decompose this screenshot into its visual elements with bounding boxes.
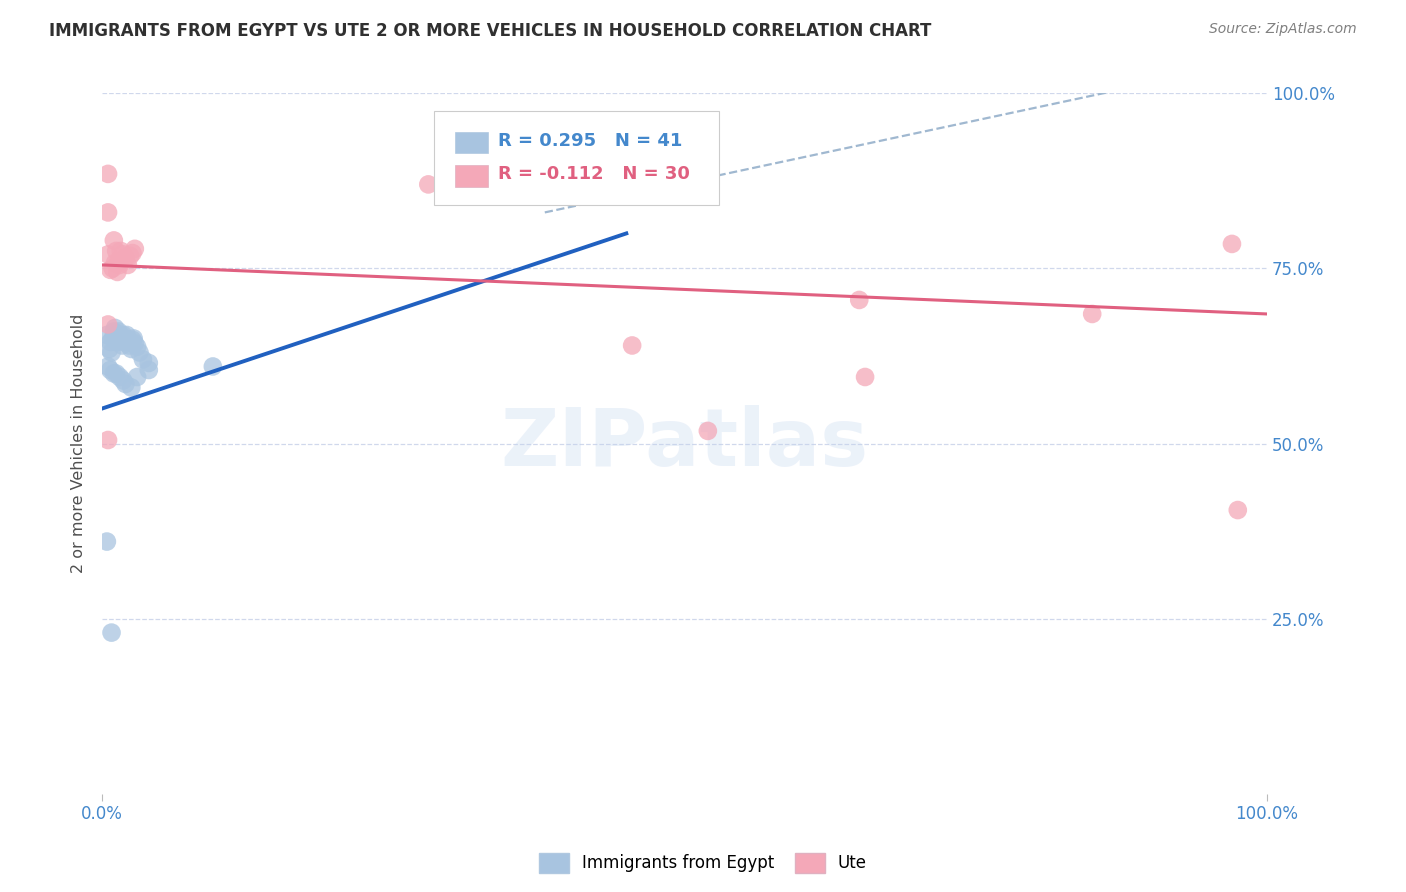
Point [100, 345, 122, 359]
Text: R = -0.112   N = 30: R = -0.112 N = 30 [498, 165, 690, 183]
Point [103, 234, 125, 248]
Point [848, 293, 870, 307]
Point [97, 359, 120, 374]
Point [621, 338, 644, 352]
Point [112, 334, 135, 349]
Point [124, 242, 146, 256]
Point [105, 328, 128, 343]
Point [120, 380, 142, 394]
Point [121, 333, 143, 347]
Point [101, 331, 124, 345]
Point [122, 331, 145, 345]
Point [418, 178, 440, 192]
Point [96, 534, 118, 549]
Point [96, 328, 118, 343]
Point [138, 356, 160, 370]
Point [464, 160, 486, 174]
Point [120, 342, 142, 356]
Point [103, 367, 125, 381]
Point [110, 331, 132, 345]
Point [108, 258, 131, 272]
Point [97, 433, 120, 447]
Point [107, 325, 129, 339]
Point [614, 174, 637, 188]
Point [97, 167, 120, 181]
Point [118, 338, 141, 352]
Point [97, 318, 120, 332]
Point [128, 345, 150, 359]
Text: IMMIGRANTS FROM EGYPT VS UTE 2 OR MORE VEHICLES IN HOUSEHOLD CORRELATION CHART: IMMIGRANTS FROM EGYPT VS UTE 2 OR MORE V… [49, 22, 932, 40]
Point [138, 363, 160, 377]
Point [98, 263, 121, 277]
Point [114, 376, 136, 391]
Point [132, 352, 155, 367]
Point [105, 334, 128, 349]
Point [127, 370, 149, 384]
Text: ZIPatlas: ZIPatlas [501, 404, 869, 483]
Point [114, 331, 136, 345]
Text: Source: ZipAtlas.com: Source: ZipAtlas.com [1209, 22, 1357, 37]
Point [98, 334, 121, 349]
Point [127, 340, 149, 354]
Point [101, 261, 124, 276]
Point [100, 625, 122, 640]
Point [110, 244, 132, 258]
Point [112, 328, 135, 343]
Point [1081, 307, 1104, 321]
Point [1220, 236, 1243, 251]
Point [98, 342, 121, 356]
Point [105, 244, 128, 258]
FancyBboxPatch shape [456, 132, 488, 153]
Point [120, 334, 142, 349]
Point [107, 254, 129, 268]
Point [103, 325, 125, 339]
Text: R = 0.295   N = 41: R = 0.295 N = 41 [498, 132, 682, 150]
Point [108, 328, 131, 343]
Point [104, 321, 127, 335]
Point [115, 328, 138, 343]
Point [121, 246, 143, 260]
Legend: Immigrants from Egypt, Ute: Immigrants from Egypt, Ute [533, 847, 873, 880]
Point [112, 247, 135, 261]
Point [853, 370, 876, 384]
Point [105, 265, 128, 279]
Point [124, 336, 146, 351]
Point [201, 359, 224, 374]
Point [98, 363, 121, 377]
Point [97, 205, 120, 219]
Point [104, 256, 127, 270]
FancyBboxPatch shape [434, 111, 720, 205]
Point [117, 333, 139, 347]
Point [696, 424, 718, 438]
Y-axis label: 2 or more Vehicles in Household: 2 or more Vehicles in Household [72, 314, 86, 574]
Point [111, 338, 134, 352]
Point [112, 374, 135, 388]
Point [97, 247, 120, 261]
Point [117, 258, 139, 272]
Point [114, 251, 136, 265]
Point [120, 249, 142, 263]
Point [105, 367, 128, 381]
Point [1226, 503, 1249, 517]
Point [108, 370, 131, 384]
FancyBboxPatch shape [456, 166, 488, 186]
